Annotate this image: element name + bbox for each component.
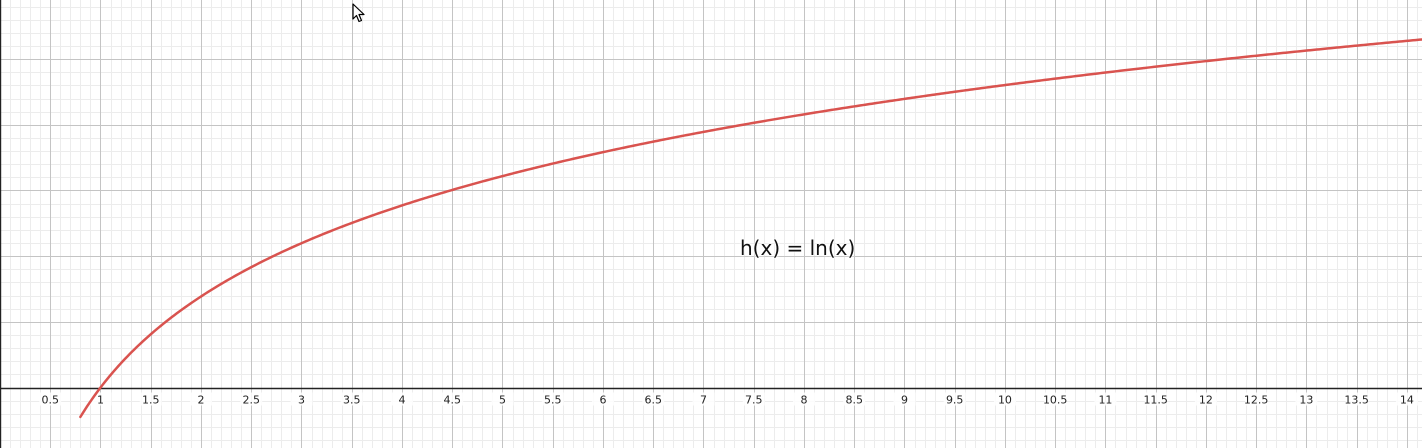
tick-label-background [441,392,464,406]
tick-label-background [943,392,966,406]
x-tick-label: 10.5 [1043,394,1068,407]
x-tick-label: 9.5 [946,394,964,407]
tick-label-background [1144,392,1167,406]
series-line-h-of-x[interactable] [79,38,1422,419]
tick-label-background [1044,392,1067,406]
x-tick-label: 5 [499,394,506,407]
x-tick-label: 8.5 [845,394,863,407]
tick-label-background [39,392,62,406]
tick-label-background [692,392,715,406]
tick-label-background [1245,392,1268,406]
x-tick-label: 4 [398,394,405,407]
x-tick-label: 5.5 [544,394,562,407]
tick-label-background [139,392,162,406]
tick-label-background [1295,392,1318,406]
x-tick-label: 3.5 [343,394,361,407]
x-tick-label: 1 [97,394,104,407]
x-tick-label: 10 [998,394,1012,407]
x-tick-label: 14 [1400,394,1414,407]
tick-label-background [189,392,212,406]
x-tick-label: 2 [197,394,204,407]
tick-label-background [792,392,815,406]
tick-label-background [1395,392,1418,406]
tick-label-background [993,392,1016,406]
tick-label-background [1345,392,1368,406]
series-layer [79,38,1422,419]
x-tick-label: 12.5 [1244,394,1269,407]
tick-label-background [240,392,263,406]
tick-label-background [742,392,765,406]
x-tick-label: 11.5 [1143,394,1168,407]
tick-label-background [290,392,313,406]
x-tick-label: 6.5 [644,394,662,407]
x-tick-label: 13 [1299,394,1313,407]
x-tick-label: 8 [800,394,807,407]
x-tick-label: 11 [1098,394,1112,407]
tick-label-background [591,392,614,406]
tick-label-background [340,392,363,406]
tick-label-background [893,392,916,406]
x-tick-label: 1.5 [142,394,160,407]
x-tick-label: 3 [298,394,305,407]
x-tick-label: 7.5 [745,394,763,407]
x-tick-label: 9 [901,394,908,407]
tick-label-background [491,392,514,406]
x-tick-label: 2.5 [242,394,260,407]
tick-label-background [541,392,564,406]
x-tick-label: 4.5 [443,394,461,407]
tick-label-background [1194,392,1217,406]
tick-label-background [642,392,665,406]
x-tick-label: 13.5 [1344,394,1369,407]
function-label[interactable]: h(x) = ln(x) [740,236,856,260]
x-tick-label: 7 [700,394,707,407]
mouse-cursor-icon [352,3,365,23]
x-tick-label: 6 [599,394,606,407]
x-tick-label: 0.5 [41,394,59,407]
tick-label-background [843,392,866,406]
x-tick-label: 12 [1199,394,1213,407]
tick-label-background [390,392,413,406]
tick-label-background [1094,392,1117,406]
x-tick-labels: 0.5 1 1.5 2 2.5 3 3.5 4 4.5 5 5.5 6 6.5 7 7.5 8 8.5 9 9.5 1… [39,392,1418,407]
